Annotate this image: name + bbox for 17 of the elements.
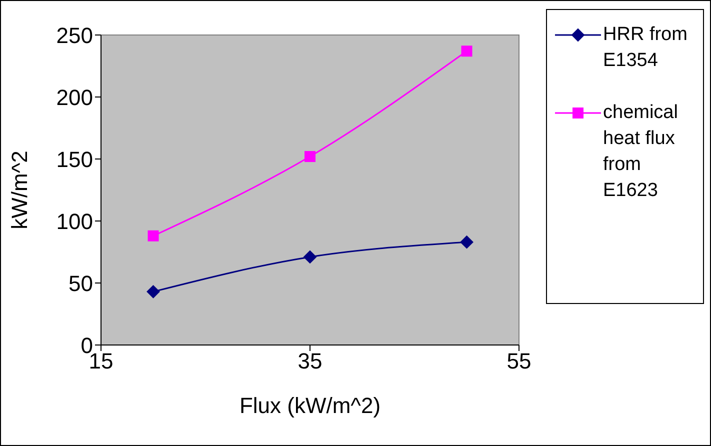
x-tick-label: 35 [298,348,322,374]
x-axis-title: Flux (kW/m^2) [239,393,381,418]
y-axis-title: kW/m^2 [6,150,32,230]
y-tick-label: 100 [56,208,93,234]
point [461,46,472,57]
y-tick-label: 250 [56,22,93,48]
point [146,285,160,298]
legend-label: HRR from E1354 [603,23,688,73]
y-tick-label: 150 [56,146,93,172]
point [304,250,316,264]
y-tick-label: 200 [56,84,93,110]
x-tick-label: 55 [506,348,532,374]
point [148,230,159,242]
point [460,236,474,249]
legend-label: chemical heat flux from E1623 [603,101,679,203]
point [304,151,316,162]
y-tick-label: 50 [68,270,93,296]
